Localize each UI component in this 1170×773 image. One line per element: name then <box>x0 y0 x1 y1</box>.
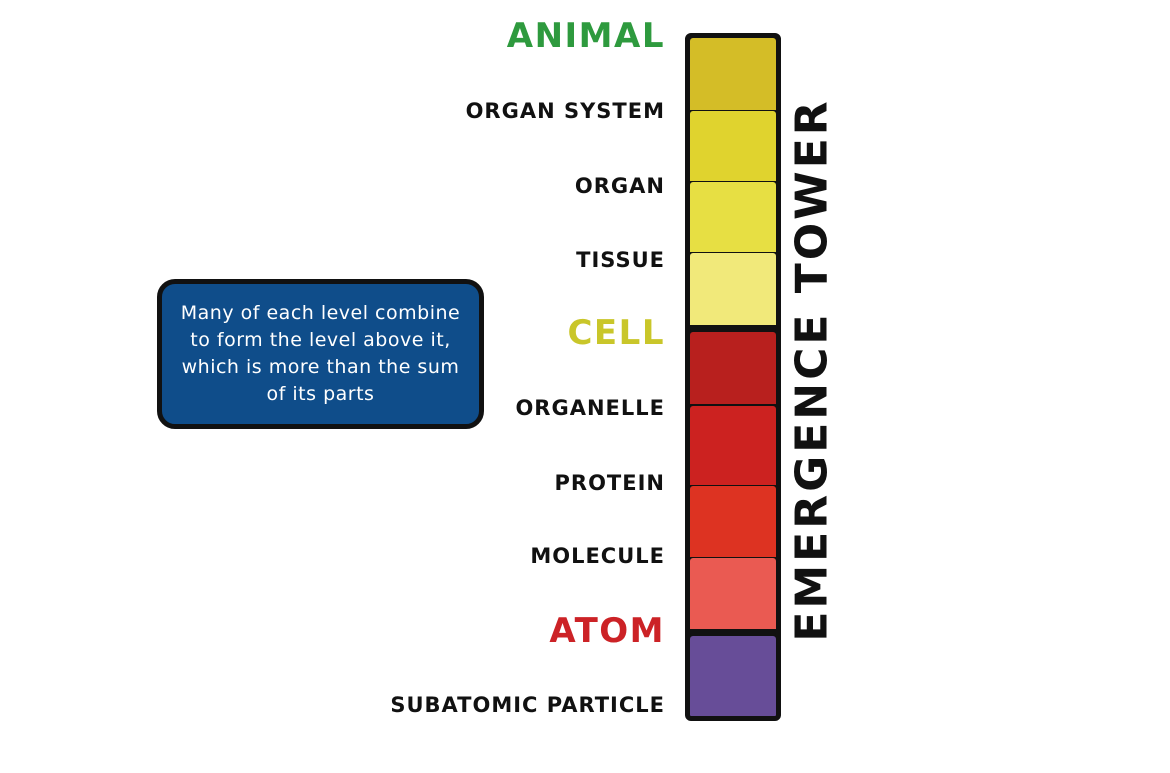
level-label-tissue: TISSUE <box>576 248 665 272</box>
tower-block-molecule <box>690 486 776 560</box>
tower-block-atom <box>690 558 776 636</box>
tower-block-protein <box>690 406 776 488</box>
tower-block-tissue <box>690 182 776 255</box>
level-label-animal: ANIMAL <box>506 16 665 56</box>
tower-block-subatomic-particle <box>690 636 776 716</box>
level-label-protein: PROTEIN <box>554 471 665 495</box>
level-label-organ-system: ORGAN SYSTEM <box>465 99 665 123</box>
emergence-tower <box>685 33 781 721</box>
level-label-cell: CELL <box>567 313 665 353</box>
tower-block-organ-system <box>690 38 776 113</box>
level-label-atom: ATOM <box>549 611 665 651</box>
level-label-organ: ORGAN <box>574 174 665 198</box>
tower-title: EMERGENCE TOWER <box>786 98 838 642</box>
level-label-subatomic-particle: SUBATOMIC PARTICLE <box>390 693 665 717</box>
level-label-molecule: MOLECULE <box>530 544 665 568</box>
tower-block-organelle <box>690 332 776 407</box>
tower-block-organ <box>690 111 776 184</box>
level-label-organelle: ORGANELLE <box>515 396 665 420</box>
note-box: Many of each level combine to form the l… <box>157 279 484 429</box>
note-text: Many of each level combine to form the l… <box>180 302 461 405</box>
tower-block-cell <box>690 253 776 332</box>
